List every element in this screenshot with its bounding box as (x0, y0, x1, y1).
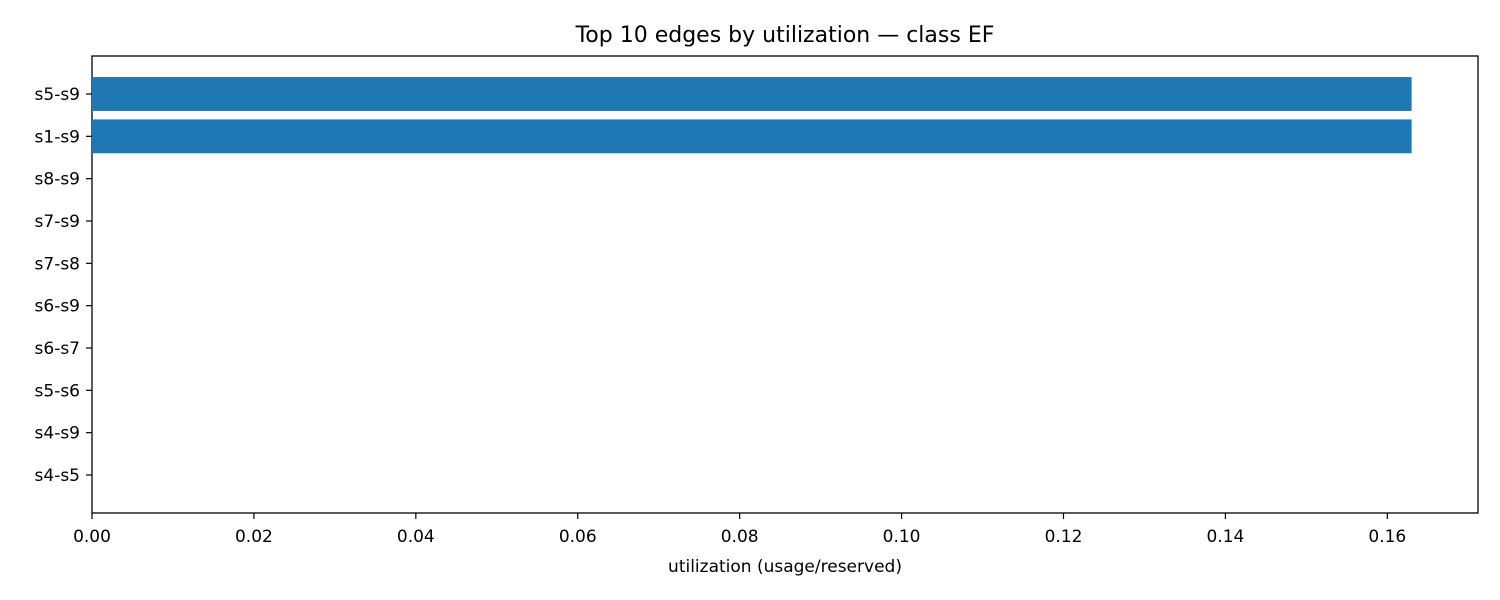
x-axis-label: utilization (usage/reserved) (668, 557, 902, 577)
y-tick-label: s5-s6 (35, 381, 80, 401)
x-tick-label: 0.06 (559, 527, 597, 547)
y-tick-label: s4-s9 (35, 424, 80, 444)
y-tick-label: s5-s9 (35, 85, 80, 105)
y-tick-label: s1-s9 (35, 127, 80, 147)
y-tick-label: s6-s9 (35, 297, 80, 317)
x-axis-ticks: 0.00 0.02 0.04 0.06 0.08 0.10 0.12 0.14 0.16 (73, 513, 1406, 547)
x-tick-label: 0.00 (73, 527, 111, 547)
y-tick-label: s6-s7 (35, 339, 80, 359)
x-tick-label: 0.02 (235, 527, 273, 547)
bars-group (92, 77, 1412, 154)
x-tick-label: 0.16 (1368, 527, 1406, 547)
x-tick-label: 0.12 (1045, 527, 1083, 547)
bar-s1-s9 (92, 119, 1412, 154)
plot-area-frame (91, 55, 1479, 514)
x-tick-label: 0.14 (1206, 527, 1244, 547)
bar-s5-s9 (92, 77, 1412, 111)
y-tick-label: s7-s8 (35, 254, 80, 274)
y-tick-label: s7-s9 (35, 212, 80, 232)
x-tick-label: 0.10 (883, 527, 921, 547)
chart-title: Top 10 edges by utilization — class EF (575, 23, 995, 48)
y-tick-label: s4-s5 (35, 466, 80, 486)
y-axis-ticks: s5-s9 s1-s9 s8-s9 s7-s9 s7-s8 s6-s9 s6-s7 s5-s6… (35, 85, 92, 486)
x-tick-label: 0.04 (397, 527, 435, 547)
x-tick-label: 0.08 (721, 527, 759, 547)
y-tick-label: s8-s9 (35, 170, 80, 190)
